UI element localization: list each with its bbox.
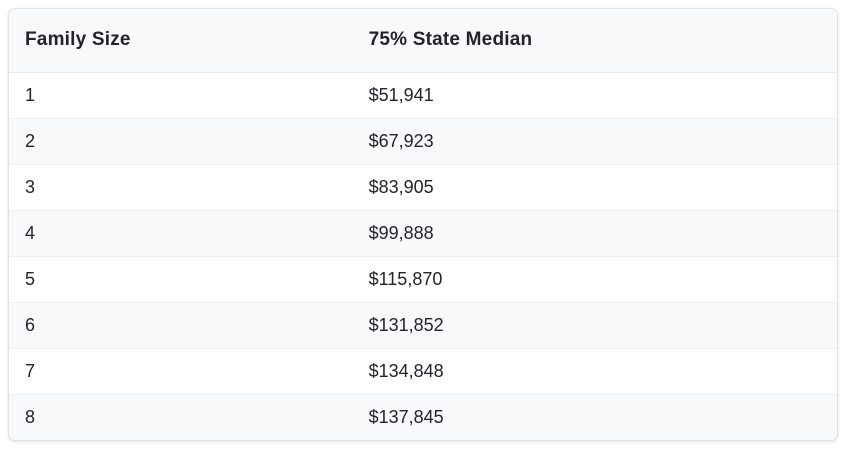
table-row: 5 $115,870 (9, 255, 837, 302)
cell-family-size: 8 (9, 393, 353, 440)
cell-family-size: 4 (9, 209, 353, 256)
cell-median: $131,852 (352, 301, 837, 348)
table-row: 7 $134,848 (9, 347, 837, 394)
table-row: 1 $51,941 (9, 72, 837, 118)
cell-family-size: 2 (9, 117, 353, 164)
table-row: 6 $131,852 (9, 301, 837, 348)
table-row: 4 $99,888 (9, 209, 837, 256)
table-header-row: Family Size 75% State Median (9, 9, 837, 73)
cell-family-size: 1 (9, 72, 353, 118)
cell-median: $115,870 (352, 255, 837, 302)
cell-median: $51,941 (352, 72, 837, 118)
cell-median: $83,905 (352, 163, 837, 210)
state-median-income-table: Family Size 75% State Median 1 $51,941 2… (9, 9, 837, 440)
page: Family Size 75% State Median 1 $51,941 2… (0, 8, 846, 462)
cell-family-size: 3 (9, 163, 353, 210)
cell-family-size: 7 (9, 347, 353, 394)
col-header-state-median: 75% State Median (352, 9, 837, 73)
income-table-container: Family Size 75% State Median 1 $51,941 2… (8, 8, 838, 441)
cell-median: $99,888 (352, 209, 837, 256)
cell-median: $67,923 (352, 117, 837, 164)
table-row: 8 $137,845 (9, 393, 837, 440)
table-row: 2 $67,923 (9, 117, 837, 164)
cell-family-size: 6 (9, 301, 353, 348)
cell-median: $134,848 (352, 347, 837, 394)
cell-family-size: 5 (9, 255, 353, 302)
col-header-family-size: Family Size (9, 9, 353, 73)
table-row: 3 $83,905 (9, 163, 837, 210)
cell-median: $137,845 (352, 393, 837, 440)
